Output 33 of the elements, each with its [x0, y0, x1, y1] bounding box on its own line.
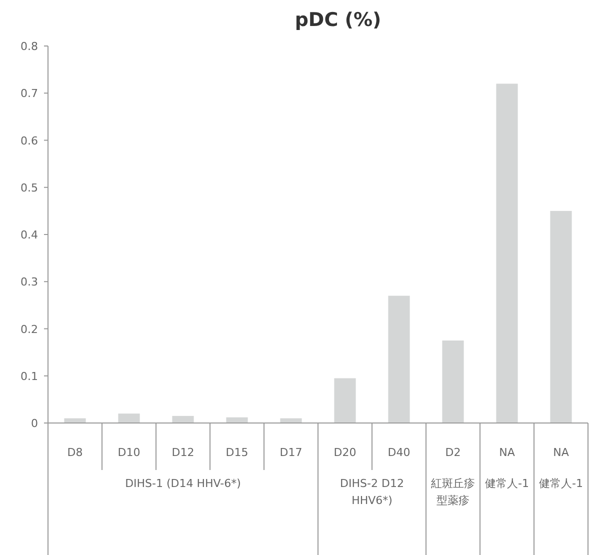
y-tick-label: 0: [31, 417, 38, 430]
text: 健常人-1: [539, 477, 583, 490]
text: DIHS-1 (D14 HHV-6*): [125, 477, 241, 490]
bar: [334, 378, 356, 423]
y-tick-label: 0.4: [20, 228, 38, 242]
x-tick-label: D10: [118, 446, 140, 459]
bar: [496, 84, 518, 423]
x-tick-label: NA: [553, 446, 570, 459]
x-tick-label: D17: [280, 446, 302, 459]
y-tick-label: 0.7: [20, 87, 38, 100]
bar: [226, 417, 248, 423]
y-tick-label: 0.6: [20, 134, 38, 148]
y-tick-label: 0.1: [20, 370, 38, 383]
y-tick-label: 0.2: [20, 322, 38, 336]
chart-title: pDC (%): [294, 9, 382, 31]
bar: [388, 296, 410, 423]
y-tick-label: 0.3: [20, 276, 38, 289]
x-tick-label: D40: [388, 446, 410, 459]
x-tick-label: D8: [67, 446, 83, 459]
bar: [550, 210, 572, 423]
x-tick-label: D2: [445, 446, 461, 459]
text: 健常人-1: [485, 477, 529, 490]
bar: [118, 414, 140, 423]
bar: [442, 340, 464, 423]
text: 紅斑丘疹型薬疹: [431, 477, 475, 507]
text: DIHS-2 D12 HHV6*): [340, 477, 404, 507]
y-tick-label: 0.8: [20, 40, 38, 53]
bar: [172, 416, 194, 423]
x-tick-label: D20: [334, 446, 356, 459]
x-tick-label: NA: [499, 446, 516, 459]
x-tick-label: D12: [172, 446, 194, 459]
y-tick-label: 0.5: [20, 181, 38, 194]
x-tick-label: D15: [226, 446, 248, 459]
